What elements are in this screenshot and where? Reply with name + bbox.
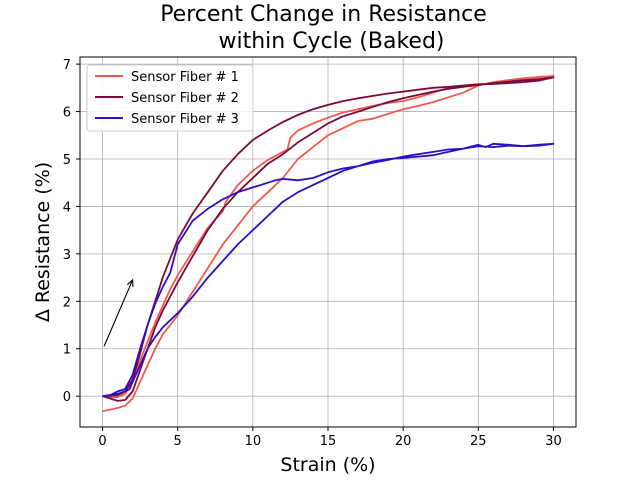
annotation (103, 278, 134, 347)
series-line-2 (102, 76, 555, 402)
legend-label-1: Sensor Fiber # 1 (131, 70, 239, 85)
axis-ticks: 0 5 10 15 20 25 30 0 1 2 3 4 5 6 7 (63, 58, 562, 449)
x-tick-label: 5 (174, 434, 182, 449)
legend-box (86, 64, 254, 132)
annotation-arrow-shaft (103, 279, 134, 347)
chart-title-line-2: within Cycle (Baked) (218, 29, 444, 54)
legend-label-2: Sensor Fiber # 2 (131, 91, 239, 106)
y-tick-label: 0 (63, 390, 71, 405)
y-tick-label: 7 (63, 58, 71, 73)
x-tick-label: 10 (245, 434, 262, 449)
chart-title-line-1: Percent Change in Resistance (160, 2, 487, 27)
x-tick-label: 30 (545, 434, 562, 449)
y-tick-label: 6 (63, 106, 71, 121)
x-axis-label: Strain (%) (280, 454, 375, 476)
y-tick-label: 4 (63, 200, 71, 215)
legend-label-3: Sensor Fiber # 3 (131, 112, 239, 127)
y-axis-label: Δ Resistance (%) (32, 162, 54, 322)
x-tick-label: 25 (470, 434, 487, 449)
series-line-1 (102, 75, 555, 413)
y-tick-label: 5 (63, 153, 71, 168)
series-layer (102, 75, 555, 413)
annotation-arrow-head (126, 278, 134, 287)
x-tick-label: 0 (98, 434, 106, 449)
series-line-3 (102, 142, 555, 398)
x-tick-label: 20 (395, 434, 412, 449)
y-tick-label: 3 (63, 248, 71, 263)
y-tick-label: 1 (63, 343, 71, 358)
y-tick-label: 2 (63, 295, 71, 310)
x-tick-label: 15 (320, 434, 337, 449)
legend: Sensor Fiber # 1 Sensor Fiber # 2 Sensor… (86, 64, 254, 132)
